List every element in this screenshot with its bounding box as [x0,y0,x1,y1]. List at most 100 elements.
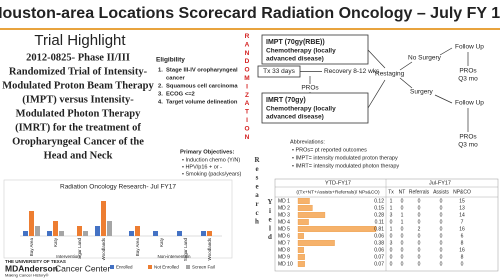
cell: 0 [418,212,421,218]
data-bar [297,261,305,267]
cell: 7 [461,219,464,225]
cell: 0 [390,233,393,239]
bar [101,201,106,236]
bar [107,221,112,236]
column-header: Tx [388,189,394,195]
trial-line: Modulated Photon Therapy [16,108,141,119]
cell: 0.15 [374,205,384,211]
data-bar [297,198,310,204]
column-header: Assists [433,189,449,195]
abbreviation: • IMPT= intensity modulated proton thera… [292,155,398,161]
follow-up-label: Follow Up [455,100,484,107]
cell: 0 [401,240,404,246]
legend-swatch [110,265,114,269]
row-label: MD 10 [278,261,293,267]
footer-center: Cancer Center [55,263,110,273]
x-tick-label: Sugar Land [183,238,188,262]
bar [83,231,88,236]
cell: 0 [401,226,404,232]
abbreviation: • IMRT= intensity modulated photon thera… [292,163,399,169]
objective-item: • HPV/p16 + or - [182,164,222,170]
impt-line: IMPT (70gy(RBE)) [266,39,325,46]
imrt-line: IMRT (70gy) [266,97,306,104]
row-label: MD 1 [278,198,290,204]
cell: 1 [390,198,393,204]
objective-item: • Induction chemo (Y/N) [182,157,240,163]
side-label: Yield [266,198,274,242]
trial-line: (IMRT) for the treatment of [15,122,141,133]
cell: 14 [459,212,465,218]
cell: 0 [418,254,421,260]
arrow [439,47,453,56]
legend-label: Enrolled [116,265,133,270]
bar [135,226,140,236]
bar [35,226,40,236]
trial-heading: Trial Highlight [34,32,126,49]
logo-bg [3,259,103,279]
surgery-label: Surgery [410,89,434,96]
cell: 0 [440,261,443,267]
data-bar [297,247,304,253]
cell: 0.07 [374,254,384,260]
column-header: NP&CO [453,189,471,195]
row-label: MD 8 [278,247,290,253]
eligibility-heading: Eligibility [156,57,185,64]
cell: 0.28 [374,212,384,218]
bar [47,231,52,236]
cell: 6 [461,233,464,239]
arrow [434,94,453,104]
group-header: Jul-FY17 [429,180,451,186]
cell: 8 [461,254,464,260]
cell: 0 [401,198,404,204]
cell: 0 [440,205,443,211]
cell: 0 [440,233,443,239]
bar [129,231,134,236]
cell: 0 [401,205,404,211]
cell: 1 [390,205,393,211]
column-header: Referrals [409,189,430,195]
restaging-label: Restaging [375,71,405,78]
imrt-line: advanced disease) [266,114,324,121]
cell: 16 [459,247,465,253]
abbreviation: Abbreviations: [290,139,325,145]
imrt-line: Chemotherapy (locally [266,106,336,113]
trial-line: Oropharyngeal Cancer of the [12,136,144,147]
row-label: MD 3 [278,212,290,218]
impt-line: advanced disease) [266,56,324,63]
legend-swatch [148,265,152,269]
trial-line: Randomized Trial of Intensity- [9,66,148,77]
cell: 3 [390,212,393,218]
legend-swatch [186,265,190,269]
data-bar [297,226,377,232]
cell: 0 [390,247,393,253]
data-bar [297,219,309,225]
cell: 0.12 [374,198,384,204]
eligibility-item: 3. ECOG <=2 [158,92,195,98]
pros-label: PROs [459,68,477,75]
bar [23,231,28,236]
bar [95,226,100,236]
chart-frame [3,179,233,259]
bar [153,231,158,236]
cell: 0.06 [374,247,384,253]
arrow [399,61,413,71]
impt-line: Chemotherapy (locally [266,48,336,55]
cell: 0 [440,240,443,246]
cell: 0 [440,219,443,225]
cell: 0.38 [374,240,384,246]
cell: 8 [461,240,464,246]
bar [201,231,206,236]
cell: 15 [459,198,465,204]
arrow [367,79,386,109]
cell: 0 [418,198,421,204]
pros-label: PROs [459,134,477,141]
bar [59,231,64,236]
x-tick-label: Katy [159,237,164,247]
cell: 3 [390,240,393,246]
cell: 0 [401,254,404,260]
cell: 0 [390,261,393,267]
bar [29,211,34,236]
follow-up-label: Follow Up [455,44,484,51]
imrt-box [261,92,369,124]
